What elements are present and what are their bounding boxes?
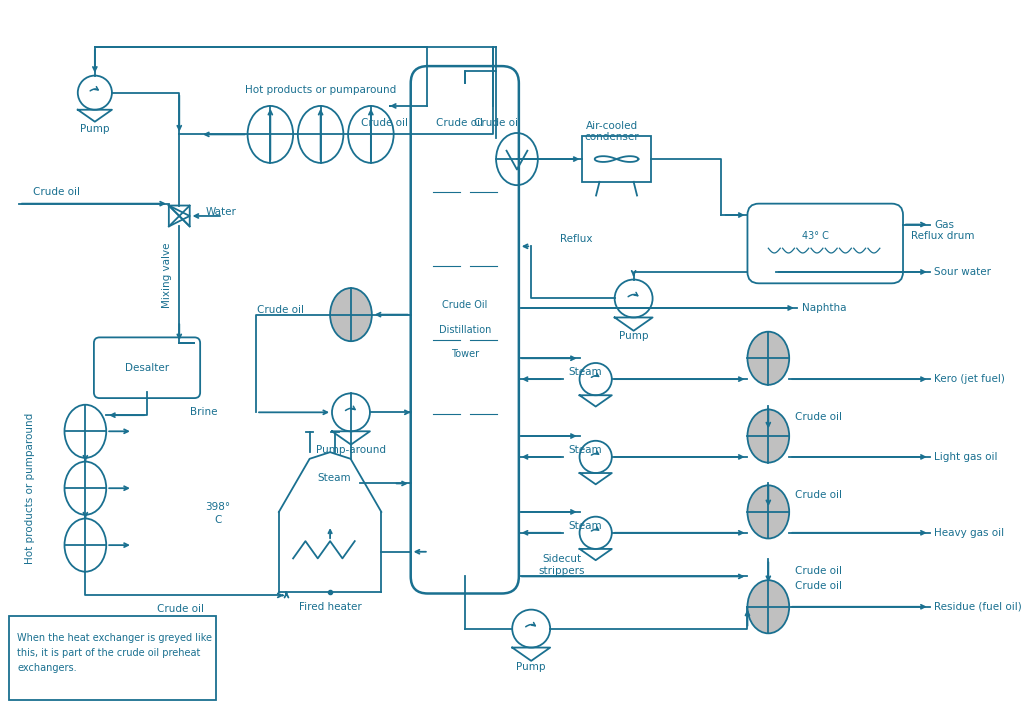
Text: Pump: Pump bbox=[619, 332, 648, 341]
Text: When the heat exchanger is greyed like
this, it is part of the crude oil preheat: When the heat exchanger is greyed like t… bbox=[17, 633, 212, 673]
Text: strippers: strippers bbox=[538, 566, 584, 576]
Text: 43° C: 43° C bbox=[802, 231, 829, 241]
Text: Crude oil: Crude oil bbox=[436, 118, 484, 128]
Ellipse shape bbox=[348, 106, 393, 163]
Text: Heavy gas oil: Heavy gas oil bbox=[935, 528, 1004, 538]
Text: Crude oil: Crude oil bbox=[795, 490, 842, 499]
Text: Air-cooled: Air-cooled bbox=[585, 121, 638, 131]
Text: Light gas oil: Light gas oil bbox=[935, 452, 998, 462]
Ellipse shape bbox=[65, 462, 106, 515]
Text: Steam: Steam bbox=[568, 445, 602, 455]
Text: Reflux drum: Reflux drum bbox=[911, 231, 974, 241]
Text: Naphtha: Naphtha bbox=[801, 303, 846, 313]
Text: Reflux: Reflux bbox=[560, 234, 593, 244]
Text: Hot products or pumparound: Hot products or pumparound bbox=[26, 412, 35, 564]
Text: Brine: Brine bbox=[190, 407, 217, 417]
Text: Pump-around: Pump-around bbox=[316, 445, 386, 455]
Ellipse shape bbox=[248, 106, 293, 163]
Ellipse shape bbox=[149, 648, 180, 687]
Text: Water: Water bbox=[205, 207, 236, 217]
Ellipse shape bbox=[298, 106, 343, 163]
Ellipse shape bbox=[65, 404, 106, 458]
Text: condenser: condenser bbox=[584, 132, 639, 142]
Text: Crude oil: Crude oil bbox=[474, 118, 522, 128]
Text: Desalter: Desalter bbox=[125, 363, 169, 372]
Ellipse shape bbox=[748, 580, 789, 633]
Text: Crude oil: Crude oil bbox=[795, 566, 842, 576]
Text: Crude Oil: Crude Oil bbox=[442, 300, 488, 310]
Ellipse shape bbox=[748, 409, 789, 462]
Text: Steam: Steam bbox=[317, 473, 351, 483]
Text: Pump: Pump bbox=[80, 123, 110, 134]
Text: Sidecut: Sidecut bbox=[542, 555, 581, 564]
Text: Steam: Steam bbox=[568, 521, 602, 531]
Text: Crude oil: Crude oil bbox=[34, 187, 80, 197]
Text: Steam: Steam bbox=[568, 367, 602, 378]
Text: Kero (jet fuel): Kero (jet fuel) bbox=[935, 374, 1005, 384]
Text: Crude oil: Crude oil bbox=[157, 604, 203, 613]
Ellipse shape bbox=[748, 332, 789, 385]
Text: Crude oil: Crude oil bbox=[360, 118, 408, 128]
Text: Crude oil: Crude oil bbox=[795, 412, 842, 422]
Ellipse shape bbox=[330, 288, 372, 341]
Text: Crude oil: Crude oil bbox=[257, 305, 304, 315]
Ellipse shape bbox=[65, 518, 106, 571]
Text: 398°: 398° bbox=[205, 502, 231, 512]
Text: Crude oil: Crude oil bbox=[795, 581, 842, 591]
Text: C: C bbox=[215, 515, 222, 524]
Bar bbox=[582, 136, 651, 182]
Text: Tower: Tower bbox=[451, 349, 479, 359]
Text: Sour water: Sour water bbox=[935, 267, 991, 277]
Bar bbox=[9, 616, 217, 700]
Text: Hot products or pumparound: Hot products or pumparound bbox=[245, 85, 396, 95]
Text: Mixing valve: Mixing valve bbox=[162, 242, 172, 308]
Text: Fired heater: Fired heater bbox=[299, 602, 362, 612]
Text: Residue (fuel oil): Residue (fuel oil) bbox=[935, 602, 1022, 612]
Text: Pump: Pump bbox=[517, 661, 546, 672]
Text: Distillation: Distillation bbox=[439, 325, 491, 335]
Text: Gas: Gas bbox=[935, 219, 954, 229]
Ellipse shape bbox=[748, 486, 789, 539]
